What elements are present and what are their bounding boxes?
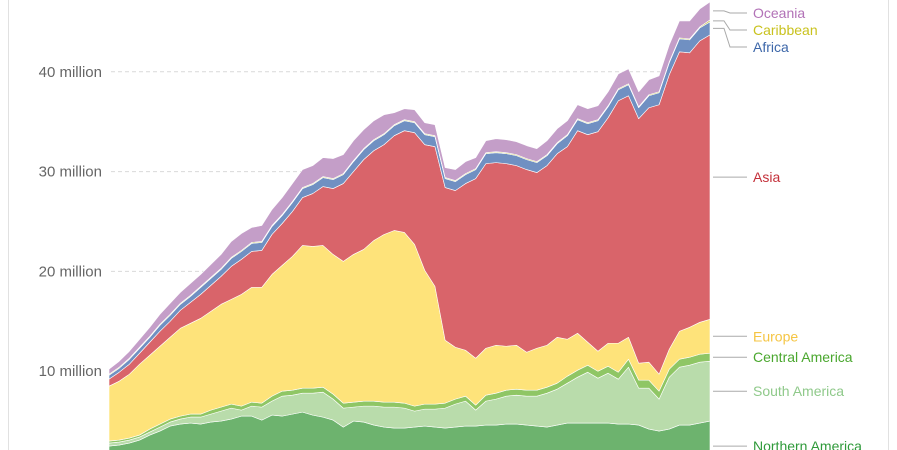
legend-caribbean: Caribbean (753, 22, 818, 38)
y-tick-label: 40 million (39, 64, 102, 81)
y-tick-label: 10 million (39, 363, 102, 380)
area-oceania (108, 1, 711, 375)
leader-caribbean (713, 20, 747, 31)
legend-south-america: South America (753, 383, 844, 399)
area-series (108, 1, 711, 450)
legend-central-america: Central America (753, 349, 853, 365)
legend-asia: Asia (753, 169, 780, 185)
y-tick-label: 20 million (39, 263, 102, 280)
y-tick-label: 30 million (39, 164, 102, 181)
legend-europe: Europe (753, 328, 798, 344)
leader-oceania (713, 10, 747, 14)
legend-africa: Africa (753, 39, 789, 55)
leader-africa (713, 27, 747, 48)
legend-oceania: Oceania (753, 5, 805, 21)
y-axis-ticks: 10 million 20 million 30 million 40 million (39, 64, 102, 380)
legend-northern-america: Northern America (753, 438, 862, 450)
